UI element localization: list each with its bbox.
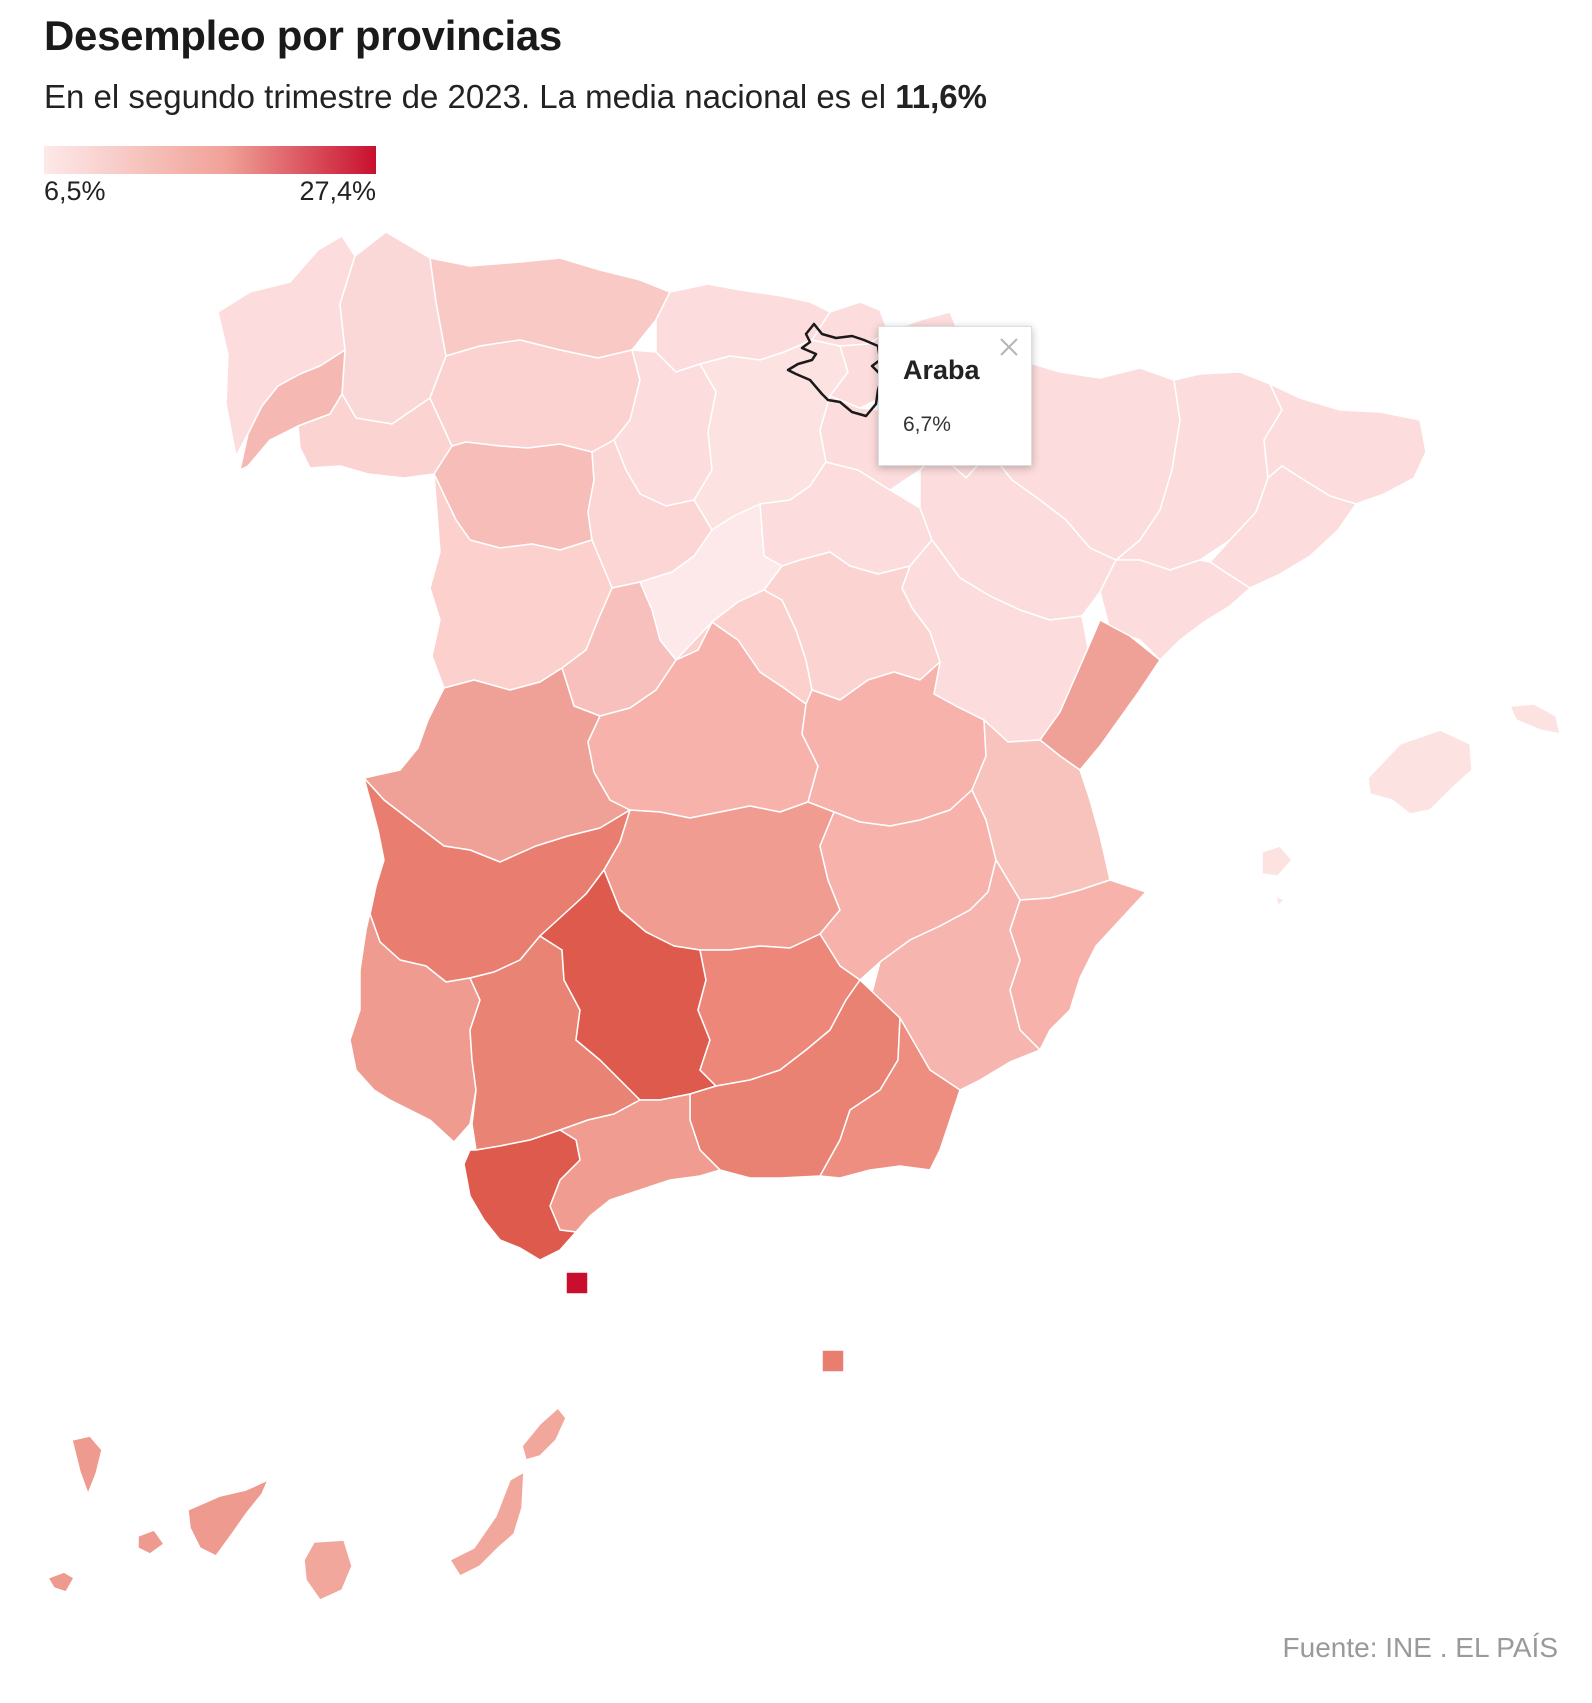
legend-min-label: 6,5% [44, 176, 106, 206]
legend-color-scale [44, 146, 376, 174]
province-cadiz[interactable] [463, 1129, 581, 1261]
source-note: Fuente: INE . EL PAÍS [1282, 1632, 1558, 1663]
chart-subtitle: En el segundo trimestre de 2023. La medi… [44, 78, 987, 116]
national-average-value: 11,6% [895, 78, 987, 115]
province-santa-cruz-de-tenerife[interactable] [47, 1435, 269, 1593]
araba-highlight-outline [786, 322, 884, 418]
color-legend: 6,5% 27,4% [44, 146, 376, 210]
close-icon[interactable] [995, 333, 1023, 361]
province-melilla[interactable] [821, 1349, 845, 1373]
province-las-palmas[interactable] [303, 1407, 567, 1601]
chart-title: Desempleo por provincias [44, 12, 562, 59]
province-alicante[interactable] [1009, 879, 1147, 1051]
province-huelva[interactable] [349, 885, 481, 1143]
province-baleares[interactable] [1261, 703, 1561, 907]
province-tooltip: Araba 6,7% [878, 326, 1032, 466]
province-girona[interactable] [1263, 383, 1427, 505]
subtitle-text: En el segundo trimestre de 2023. La medi… [44, 78, 896, 115]
province-barcelona[interactable] [1209, 465, 1357, 589]
province-ceuta[interactable] [565, 1271, 589, 1295]
tooltip-province-name: Araba [903, 355, 980, 385]
province-asturias[interactable] [429, 257, 671, 359]
legend-max-label: 27,4% [299, 176, 376, 206]
province-almeria[interactable] [819, 1017, 961, 1179]
province-leon[interactable] [429, 339, 641, 453]
province-zaragoza[interactable] [919, 451, 1117, 621]
province-lleida[interactable] [1115, 371, 1283, 571]
tooltip-province-value: 6,7% [903, 413, 951, 436]
